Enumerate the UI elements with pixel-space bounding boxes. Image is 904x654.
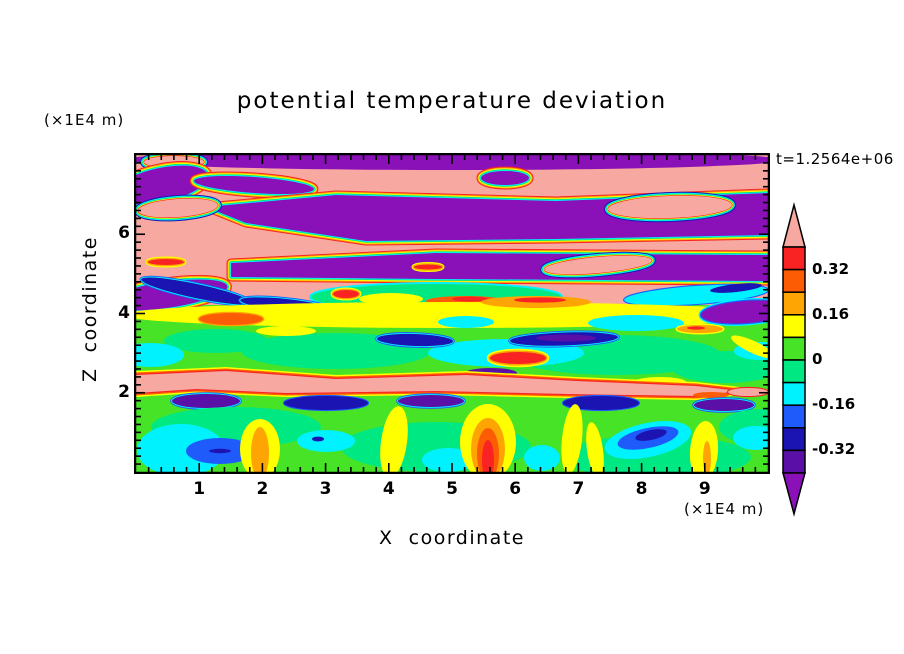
colorbar-svg <box>782 202 806 517</box>
plot-border <box>133 152 771 475</box>
colorbar-segment-orange <box>782 291 806 316</box>
y-tick-label-6: 6 <box>118 223 130 244</box>
contour-field <box>136 155 768 472</box>
x-axis-unit-label: (×1E4 m) <box>684 500 765 518</box>
colorbar-segment-navy <box>782 427 806 452</box>
colorbar-segment-yellow <box>782 314 806 339</box>
x-tick-label-6: 6 <box>509 479 522 499</box>
x-tick-label-2: 2 <box>256 479 269 499</box>
colorbar-upper-arrow <box>782 202 806 248</box>
x-axis-title: X coordinate <box>379 527 525 549</box>
y-tick-label-2: 2 <box>118 381 130 402</box>
y-tick-label-4: 4 <box>118 302 130 323</box>
x-tick-label-8: 8 <box>635 479 648 499</box>
colorbar-segment-spring <box>782 359 806 384</box>
x-tick-label-9: 9 <box>698 479 711 499</box>
colorbar-label-0.32: 0.32 <box>812 259 850 278</box>
x-tick-label-1: 1 <box>193 479 206 499</box>
colorbar-segment-green <box>782 336 806 361</box>
chart-title: potential temperature deviation <box>236 88 668 114</box>
colorbar-label--0.16: -0.16 <box>812 395 856 414</box>
colorbar-label-0.16: 0.16 <box>812 304 850 323</box>
axis-ticks <box>136 155 768 472</box>
colorbar-segment-orangered <box>782 268 806 293</box>
x-tick-label-5: 5 <box>446 479 458 499</box>
x-tick-label-3: 3 <box>319 479 332 499</box>
colorbar-segment-red <box>782 246 806 271</box>
colorbar-label-0: 0 <box>812 350 823 368</box>
colorbar: 0.32 0.16 0 -0.16 -0.32 <box>780 202 904 518</box>
contour-field-svg <box>133 152 771 475</box>
x-tick-label-4: 4 <box>382 479 395 499</box>
time-annotation: t=1.2564e+06 <box>776 150 894 168</box>
y-axis-title-text: Z coordinate <box>79 236 101 382</box>
colorbar-label--0.32: -0.32 <box>812 440 856 459</box>
colorbar-lower-arrow <box>782 472 806 517</box>
colorbar-segment-cyan <box>782 381 806 406</box>
y-axis-unit-label: (×1E4 m) <box>44 111 125 129</box>
x-tick-label-7: 7 <box>572 479 585 499</box>
colorbar-segment-indigo <box>782 449 806 474</box>
contour-plot-area <box>133 152 771 475</box>
colorbar-segment-blue <box>782 404 806 429</box>
